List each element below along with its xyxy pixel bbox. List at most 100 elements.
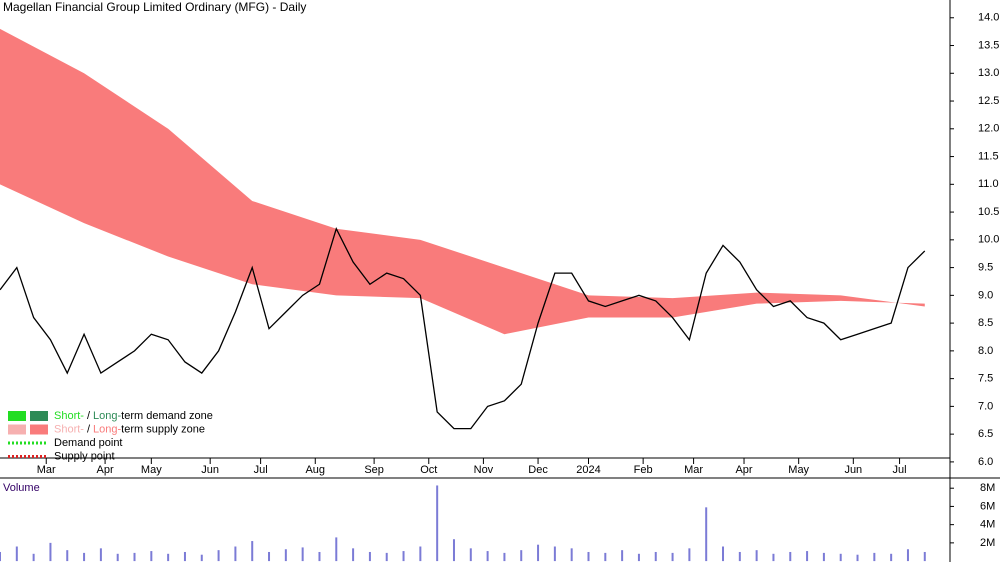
y-tick-label: 8.5 [978,317,993,329]
volume-bar [637,553,640,562]
volume-bar [217,550,220,562]
legend-part: Short- [54,423,84,435]
volume-tick-label: 2M [980,537,995,549]
y-tick-label: 7.5 [978,373,993,385]
volume-label: Volume [3,482,40,494]
volume-bar [352,548,355,562]
volume-bar [520,550,523,562]
volume-bar [116,553,119,562]
legend-part: Long- [93,423,121,435]
x-tick-label: Jun [201,464,219,476]
x-tick-label: Apr [735,464,752,476]
volume-bar [503,552,506,562]
legend-swatch [30,424,48,435]
volume-bar [722,546,725,562]
volume-tick-label: 8M [980,482,995,494]
volume-bar [553,546,556,562]
legend-text: Short- / Long-term supply zone [54,423,205,435]
volume-bar [335,537,338,562]
volume-bar [49,542,52,562]
legend-part: term supply zone [121,423,205,435]
x-tick-label: May [141,464,162,476]
volume-bar [570,548,573,562]
y-tick-label: 9.5 [978,261,993,273]
volume-tick-label: 6M [980,500,995,512]
volume-bar [654,551,657,562]
supply-zone [0,28,925,335]
x-tick-label: Oct [420,464,437,476]
x-tick-label: Aug [305,464,325,476]
y-tick-label: 7.0 [978,400,993,412]
volume-bar [604,552,607,562]
y-tick-label: 13.0 [978,67,999,79]
volume-bar [234,546,237,562]
x-tick-label: Nov [474,464,494,476]
x-tick-label: Jul [893,464,907,476]
y-tick-label: 6.5 [978,428,993,440]
x-tick-label: Jun [844,464,862,476]
volume-bar [856,554,859,562]
y-tick-label: 14.0 [978,12,999,24]
volume-bar [890,553,893,562]
x-tick-label: Mar [684,464,703,476]
legend-part: Supply point [54,450,115,462]
volume-bar [906,549,909,562]
volume-bar [150,551,153,562]
x-tick-label: 2024 [576,464,600,476]
volume-bar [839,553,842,562]
legend-swatch [30,411,48,421]
legend-part: term demand zone [121,410,213,422]
volume-bar [469,548,472,562]
volume-bar [537,544,540,562]
volume-bar [621,550,624,562]
volume-bar [738,551,741,562]
y-tick-label: 12.5 [978,95,999,107]
volume-bar [133,552,136,562]
y-tick-label: 10.0 [978,234,999,246]
legend-text: Demand point [54,437,123,449]
volume-bar [318,551,321,562]
legend-part: / [87,423,91,435]
volume-bar [772,553,775,562]
volume-bar [806,551,809,562]
volume-bar [301,547,304,562]
legend-text: Short- / Long-term demand zone [54,410,213,422]
y-tick-label: 10.5 [978,206,999,218]
volume-bar [284,549,287,562]
volume-bar [99,548,102,562]
volume-bar [183,551,186,562]
volume-bar [671,552,674,562]
x-tick-label: Apr [97,464,114,476]
legend-swatch [8,424,26,435]
volume-bar [873,552,876,562]
y-tick-label: 11.5 [978,150,999,162]
volume-tick-label: 4M [980,519,995,531]
y-tick-label: 12.0 [978,123,999,135]
volume-bar [688,548,691,562]
volume-bar [368,551,371,562]
volume-bar [587,551,590,562]
volume-bar [0,551,1,562]
x-tick-label: Feb [634,464,653,476]
volume-bar [15,546,18,562]
legend-part: Short- [54,410,84,422]
x-tick-label: May [788,464,809,476]
volume-bar [251,541,254,562]
x-tick-label: Dec [528,464,548,476]
volume-bar [66,550,69,562]
volume-bar [436,485,439,562]
x-tick-label: Mar [37,464,56,476]
volume-bar [923,551,926,562]
legend-swatch [8,411,26,421]
y-tick-label: 11.0 [978,178,999,190]
y-tick-label: 9.0 [978,289,993,301]
volume-bar [83,552,86,562]
y-tick-label: 6.0 [978,456,993,468]
volume-bar [705,507,708,562]
volume-bar [402,551,405,562]
volume-bar [385,552,388,562]
x-tick-label: Sep [364,464,384,476]
volume-bar [268,551,271,562]
volume-bar [486,551,489,562]
